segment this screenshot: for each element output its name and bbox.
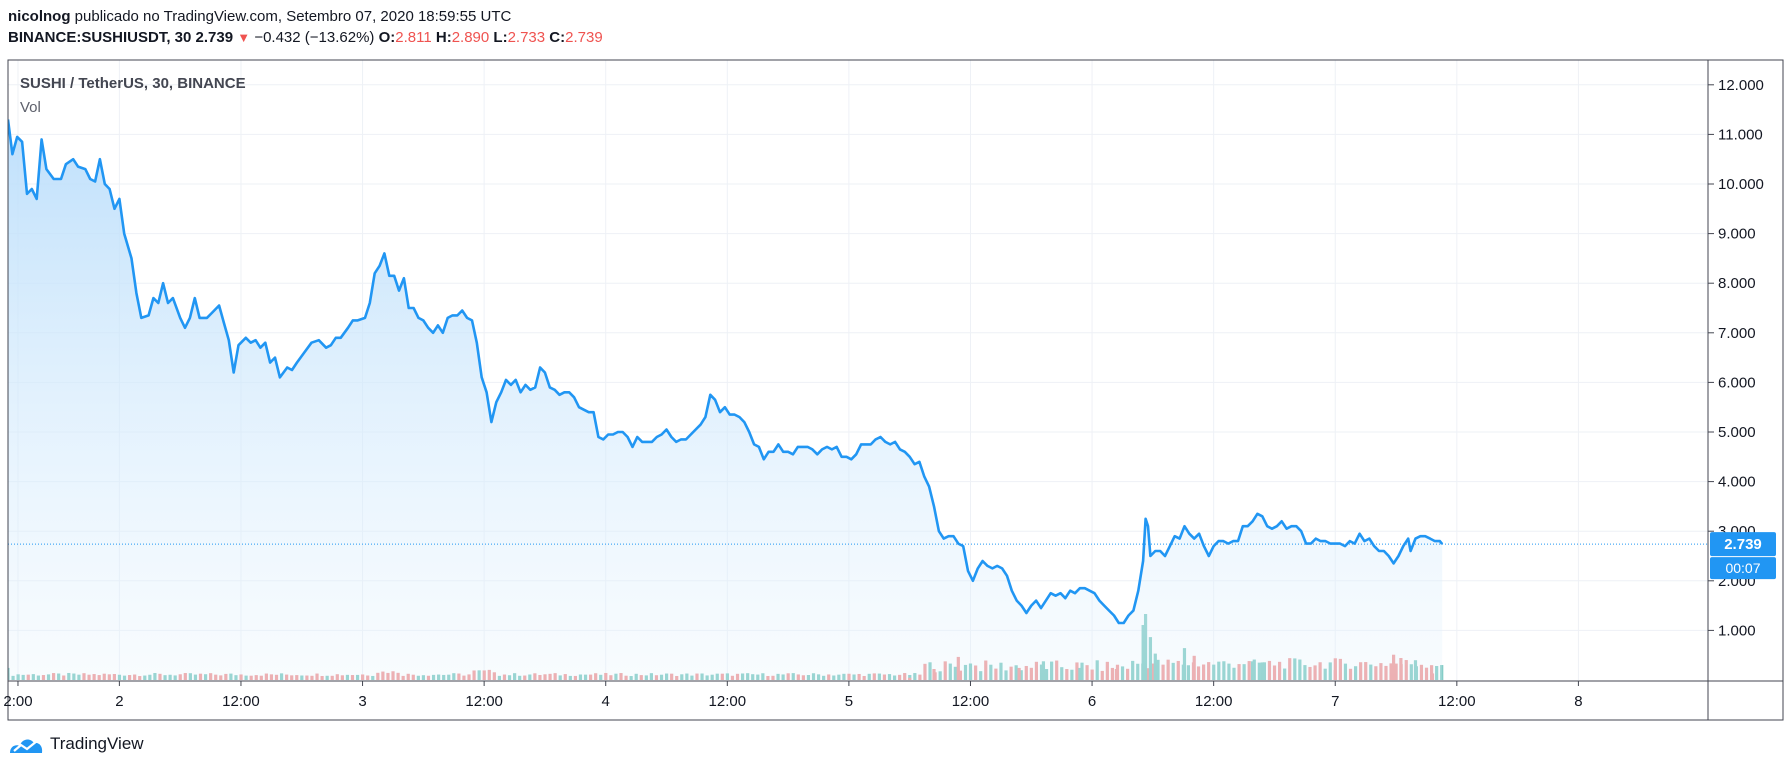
price-tick-label: 11.000: [1718, 126, 1763, 143]
price-tick-label: 4.000: [1718, 474, 1756, 491]
tradingview-logo-icon: [10, 739, 43, 753]
price-area-fill: [8, 119, 1443, 680]
time-tick-label: 12:00: [709, 693, 747, 710]
time-tick-label: 2:00: [3, 693, 32, 710]
quote-line: BINANCE:SUSHIUSDT, 30 2.739 ▼ −0.432 (−1…: [8, 27, 603, 48]
price-badge-box: [1710, 532, 1776, 557]
time-tick-label: 6: [1088, 693, 1096, 710]
price-line: [8, 119, 1444, 625]
tradingview-brand: TradingView: [50, 734, 144, 753]
low-label: L:: [493, 29, 508, 46]
author-name[interactable]: nicolnog: [8, 8, 71, 25]
timer-badge-value: 00:07: [1725, 560, 1760, 576]
time-tick-label: 12:00: [952, 693, 990, 710]
symbol-label: BINANCE:SUSHIUSDT, 30: [8, 29, 192, 46]
time-tick-label: 12:00: [1438, 693, 1476, 710]
footer-brand[interactable]: TradingView: [8, 733, 144, 755]
time-tick-label: 12:00: [465, 693, 503, 710]
time-tick-label: 8: [1574, 693, 1582, 710]
price-tick-label: 6.000: [1718, 374, 1756, 391]
price-tick-label: 12.000: [1718, 77, 1764, 94]
chart-header: nicolnog publicado no TradingView.com, S…: [8, 6, 603, 48]
legend-volume[interactable]: Vol: [20, 99, 41, 116]
price-axis[interactable]: 1.0002.0003.0004.0005.0006.0007.0008.000…: [1708, 77, 1764, 640]
time-tick-label: 2: [115, 693, 123, 710]
publish-info: publicado no TradingView.com, Setembro 0…: [74, 8, 512, 25]
down-arrow-icon: ▼: [237, 30, 251, 45]
open-label: O:: [378, 29, 396, 46]
time-tick-label: 12:00: [1195, 693, 1233, 710]
price-tick-label: 8.000: [1718, 275, 1756, 292]
price-badge: 2.739 00:07: [1710, 532, 1776, 580]
open-value: 2.811: [395, 29, 432, 46]
last-price: 2.739: [195, 29, 234, 46]
high-label: H:: [435, 29, 452, 46]
price-tick-label: 1.000: [1718, 622, 1756, 639]
time-axis[interactable]: 2:00 2 12:00 3 12:00 4 12:00 5 12:00 6 12:00 7 12:00…: [3, 681, 1583, 710]
low-value: 2.733: [507, 29, 546, 46]
price-tick-label: 7.000: [1718, 325, 1756, 342]
price-tick-label: 5.000: [1718, 424, 1756, 441]
price-tick-label: 9.000: [1718, 226, 1756, 243]
price-tick-label: 10.000: [1718, 176, 1764, 193]
timer-badge-box: [1710, 557, 1776, 580]
time-tick-label: 5: [845, 693, 853, 710]
time-tick-label: 3: [358, 693, 366, 710]
legend-title[interactable]: SUSHI / TetherUS, 30, BINANCE: [20, 75, 246, 92]
price-badge-value: 2.739: [1724, 536, 1762, 553]
price-change: −0.432 (−13.62%): [254, 29, 375, 46]
time-tick-label: 7: [1331, 693, 1339, 710]
publish-line: nicolnog publicado no TradingView.com, S…: [8, 6, 603, 27]
time-tick-label: 12:00: [222, 693, 260, 710]
close-label: C:: [549, 29, 566, 46]
time-tick-label: 4: [602, 693, 610, 710]
close-value: 2.739: [565, 29, 603, 46]
high-value: 2.890: [451, 29, 490, 46]
chart-frame: [7, 59, 1784, 721]
